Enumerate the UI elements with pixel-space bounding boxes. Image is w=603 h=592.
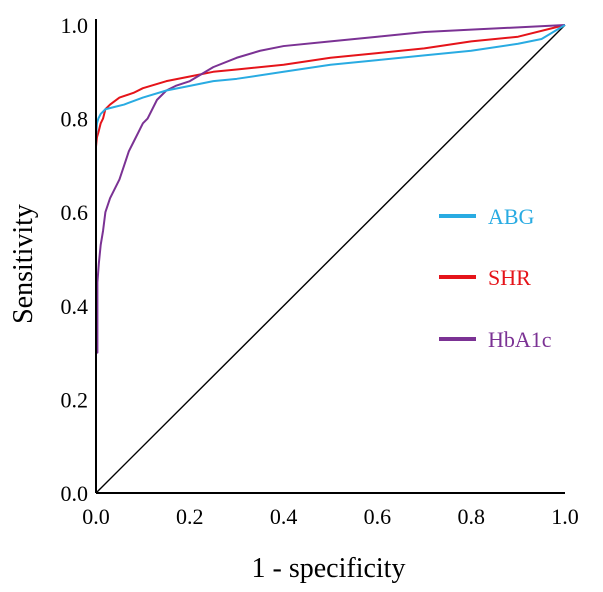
legend-label-abg: ABG [488,204,535,229]
reference-diagonal-line [95,24,566,494]
x-tick-label: 0.4 [270,504,298,529]
legend-label-shr: SHR [488,265,531,290]
series-line-shr [95,24,566,493]
x-tick-label: 0.2 [176,504,204,529]
x-axis-title: 1 - specificity [252,553,406,584]
y-tick-label: 0.4 [61,294,89,319]
legend: ABG SHR HbA1c [439,204,552,352]
series-line-abg [95,24,566,493]
y-tick-label: 0.0 [61,481,89,506]
x-tick-label: 0.0 [82,504,110,529]
plot-area [95,24,566,494]
y-tick-label: 0.2 [61,387,89,412]
y-tick-label: 0.8 [61,107,89,132]
x-tick-label: 0.8 [457,504,485,529]
x-tick-label: 0.6 [364,504,392,529]
legend-label-hba1c: HbA1c [488,327,552,352]
series-line-hba1c [95,24,566,493]
x-tick-label: 1.0 [551,504,579,529]
axes: 0.0 0.2 0.4 0.6 0.8 1.0 0.0 0.2 0.4 0.6 0.8 1.0 1 - … [8,13,579,584]
y-tick-label: 1.0 [61,13,89,38]
y-tick-label: 0.6 [61,200,89,225]
y-axis-title: Sensitivity [8,204,39,324]
